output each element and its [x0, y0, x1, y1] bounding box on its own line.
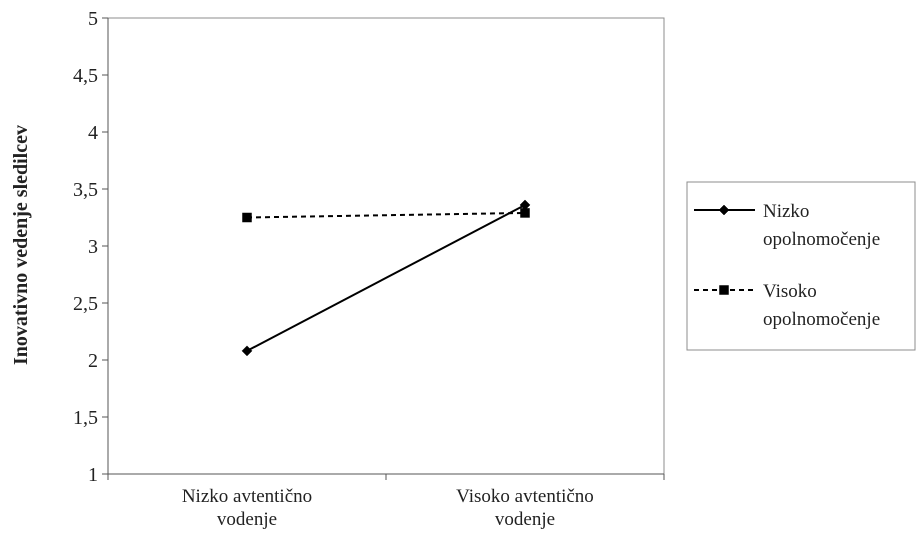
legend-label: Visoko opolnomočenje: [763, 281, 880, 330]
y-tick-label: 2,5: [73, 293, 98, 315]
y-tick-label: 2: [88, 350, 98, 372]
legend-item: Visoko opolnomočenje: [694, 281, 880, 330]
data-point-square: [520, 208, 530, 218]
data-point-diamond: [718, 204, 730, 216]
series-line: [246, 204, 526, 352]
x-axis: Nizko avtentično vodenje Visoko avtentično…: [107, 473, 665, 530]
series-2: [242, 208, 530, 223]
plot-border: [107, 17, 665, 475]
y-tick-label: 1,5: [73, 407, 98, 429]
y-axis-title: Inovativno vedenje sledilcev: [10, 125, 32, 365]
y-axis: 1 1,5 2 2,5 3 3,5 4 4,5 5: [73, 8, 109, 486]
y-tick-label: 3: [88, 236, 98, 258]
y-tick-label: 1: [88, 464, 98, 486]
legend: Nizko opolnomočenje Visoko opolnomočenje: [686, 181, 916, 351]
series-line: [246, 211, 526, 219]
data-point-diamond: [241, 345, 253, 357]
plot-area: [107, 17, 665, 475]
data-point-square: [719, 285, 729, 295]
series-layer: [241, 199, 531, 357]
series-1: [241, 199, 531, 357]
x-category-label: Nizko avtentično vodenje: [182, 486, 312, 530]
y-tick-label: 5: [88, 8, 98, 30]
legend-label: Nizko opolnomočenje: [763, 201, 880, 250]
y-tick-label: 4,5: [73, 65, 98, 87]
y-tick-label: 4: [88, 122, 98, 144]
x-category-label: Visoko avtentično vodenje: [456, 486, 594, 530]
legend-item: Nizko opolnomočenje: [694, 201, 880, 250]
data-point-square: [242, 212, 252, 223]
y-tick-label: 3,5: [73, 179, 98, 201]
